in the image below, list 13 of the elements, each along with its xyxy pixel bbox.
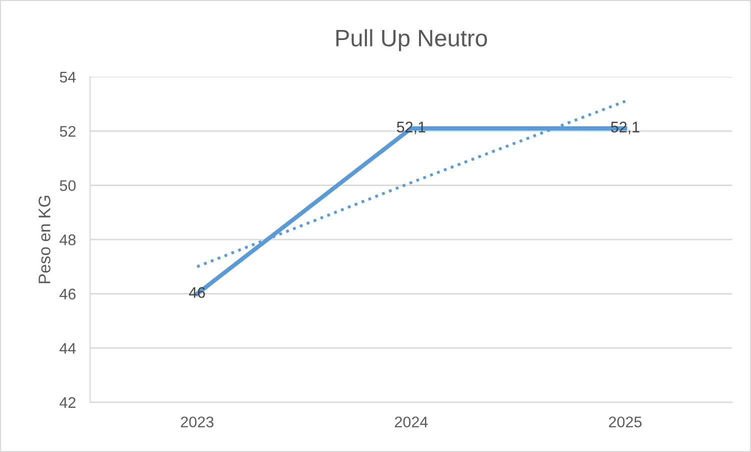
y-tick-label: 54 bbox=[60, 72, 76, 83]
x-tick-label: 2024 bbox=[394, 416, 428, 428]
x-tick-label: 2023 bbox=[180, 416, 214, 428]
y-tick-label: 44 bbox=[60, 343, 76, 354]
y-tick-label: 48 bbox=[60, 234, 76, 246]
chart-title: Pull Up Neutro bbox=[336, 29, 487, 52]
y-tick-label: 52 bbox=[60, 126, 76, 137]
data-label: 52,1 bbox=[610, 122, 640, 134]
y-axis-title: Peso en KG bbox=[38, 196, 50, 284]
y-tick-label: 46 bbox=[60, 288, 76, 300]
y-tick-label: 50 bbox=[60, 180, 76, 192]
y-tick-label: 42 bbox=[60, 397, 76, 408]
x-tick-label: 2025 bbox=[608, 416, 642, 428]
